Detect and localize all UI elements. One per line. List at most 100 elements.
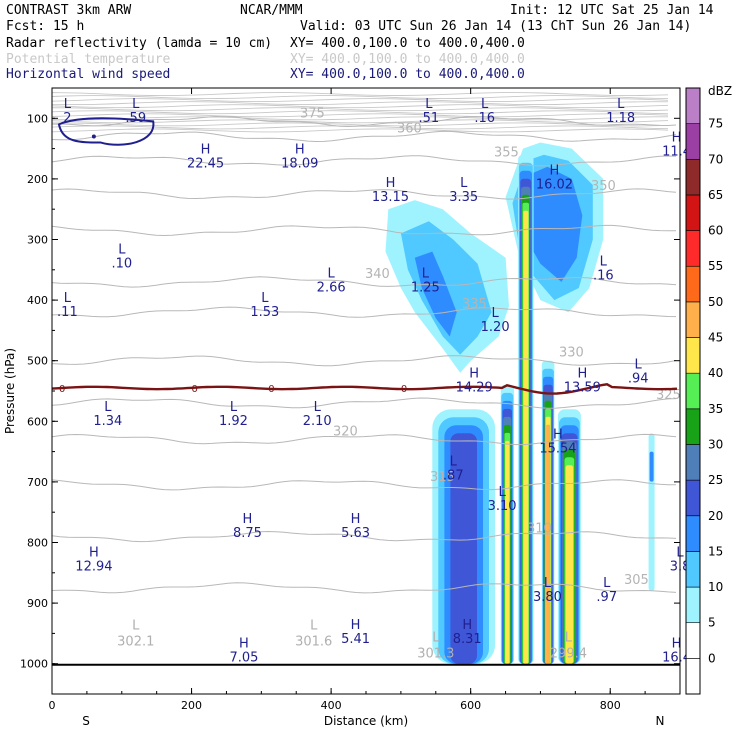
theta-contour-strat [52,113,669,118]
colorbar-level-30: 30 [708,437,723,451]
y-tick-label: 1000 [20,658,48,671]
colorbar-level-40: 40 [708,366,723,380]
anvil-15dbz [414,251,457,337]
forecast-hour: Fcst: 15 h [6,19,84,34]
contour-labels: L2L.59L.51L.16L1.18H22.45H18.09H11.4H13.… [57,97,691,665]
wind-extremum-value: 1.20 [481,320,510,335]
wind-extremum-letter: H [351,618,361,633]
theta-contour-strat [52,128,669,133]
wind-extremum-letter: L [230,400,238,415]
wind-extremum-value: .59 [125,111,146,126]
wind-extremum-value: .11 [57,305,78,320]
wind-extremum-value: 15.54 [539,441,576,456]
theta-label-355: 355 [494,146,519,161]
theta-label-350: 350 [591,179,616,194]
theta-label-320: 320 [333,425,358,440]
colorbar-unit: dBZ [708,84,732,98]
x-axis-label: Distance (km) [324,714,408,728]
theta-extremum-letter: L [565,631,573,646]
theta-label-bg [207,471,237,485]
y-tick-label: 300 [27,234,48,247]
colorbar-swatch-25 [685,444,701,481]
theta-extremum-value: 302.1 [117,635,154,650]
theta-contour-320 [52,433,677,446]
colorbar-frame [685,87,701,695]
wind-contours [57,117,155,146]
wind-extremum-value: .97 [596,590,617,605]
wind-extremum-letter: L [635,358,643,373]
wind-extremum-letter: L [328,267,336,282]
x-tick-label: 200 [181,699,202,712]
colorbar-swatch-20 [685,479,701,517]
zero-isotherm: 0 0 0 0 [52,383,680,666]
wind-extremum-letter: L [460,176,468,191]
init-time: Init: 12 UTC Sat 25 Jan 14 [510,3,714,18]
theta-contour-310 [52,530,677,543]
wind-extremum-value: 1.92 [219,414,248,429]
theta-label-bg [336,347,366,361]
model-title: CONTRAST 3km ARW [6,3,131,18]
x-tick-label: 0 [49,699,56,712]
theta-label-315: 315 [430,470,455,485]
wind-extremum-value: 5.63 [341,526,370,541]
wind-extremum-letter: H [469,367,479,382]
wind-extremum-letter: L [314,400,322,415]
wind-extremum-value: 1.53 [250,305,279,320]
theta-label-330: 330 [559,346,584,361]
theta-contour-strat [52,101,669,106]
wind-extremum-letter: L [603,576,611,591]
wind-extremum-value: .10 [111,257,132,272]
wind-extremum-value: 11.4 [662,144,691,159]
colorbar-level-10: 10 [708,580,723,594]
theta-contour-305 [52,582,677,594]
wind-extremum-letter: L [450,455,458,470]
theta-contour-strat [52,110,669,115]
colorbar-level-45: 45 [708,331,723,345]
colorbar-swatch-30 [685,408,701,445]
wind-extremum-letter: L [481,97,489,112]
theta-extremum-letter: L [310,619,318,634]
wind-extremum-value: 2.10 [303,414,332,429]
theta-contour-strat [52,122,669,127]
theta-extremum-letter: L [132,619,140,634]
x-tick-label: 600 [460,699,481,712]
theta-label-360: 360 [397,122,422,137]
wind-extremum-letter: L [498,485,506,500]
colorbar-swatch-55 [685,230,701,267]
colorbar-swatch-5 [685,586,701,624]
wind-extremum-value: 8.31 [453,632,482,647]
field3-name: Horizontal wind speed [6,67,170,82]
y-tick-label: 100 [27,112,48,125]
wind-extremum-letter: L [544,576,552,591]
theta-label-375: 375 [300,106,325,121]
wind-extremum-value: .94 [628,372,649,387]
x-tick-label: 400 [321,699,342,712]
colorbar-level-15: 15 [708,544,723,558]
theta-contour-strat [52,119,669,124]
isolated-echo-core [649,451,654,482]
y-tick-label: 900 [27,597,48,610]
theta-label-bg [465,216,495,230]
wind-extremum-letter: H [295,143,305,158]
theta-label-305: 305 [624,573,649,588]
theta-label-bg [174,122,204,136]
x-tick-label: 800 [600,699,621,712]
wind-extremum-letter: H [553,427,563,442]
y-tick-label: 800 [27,537,48,550]
wind-extremum-value: 8.75 [233,526,262,541]
field1-xy: XY= 400.0,100.0 to 400.0,400.0 [290,36,525,51]
wind-extremum-letter: H [550,164,560,179]
reflectivity-cell-2-40dbz [523,210,529,664]
colorbar-level-5: 5 [708,616,716,630]
wind-extremum-letter: H [239,636,249,651]
y-axis-label: Pressure (hPa) [3,348,17,434]
y-tick-label: 700 [27,476,48,489]
wind-extremum-letter: H [462,618,472,633]
wind-extremum-value: 22.45 [187,157,224,172]
wind-extremum-letter: L [422,267,430,282]
reflectivity-cell-1-40dbz [505,440,510,664]
theta-contour-355 [52,155,677,167]
theta-contour-340 [52,276,677,288]
